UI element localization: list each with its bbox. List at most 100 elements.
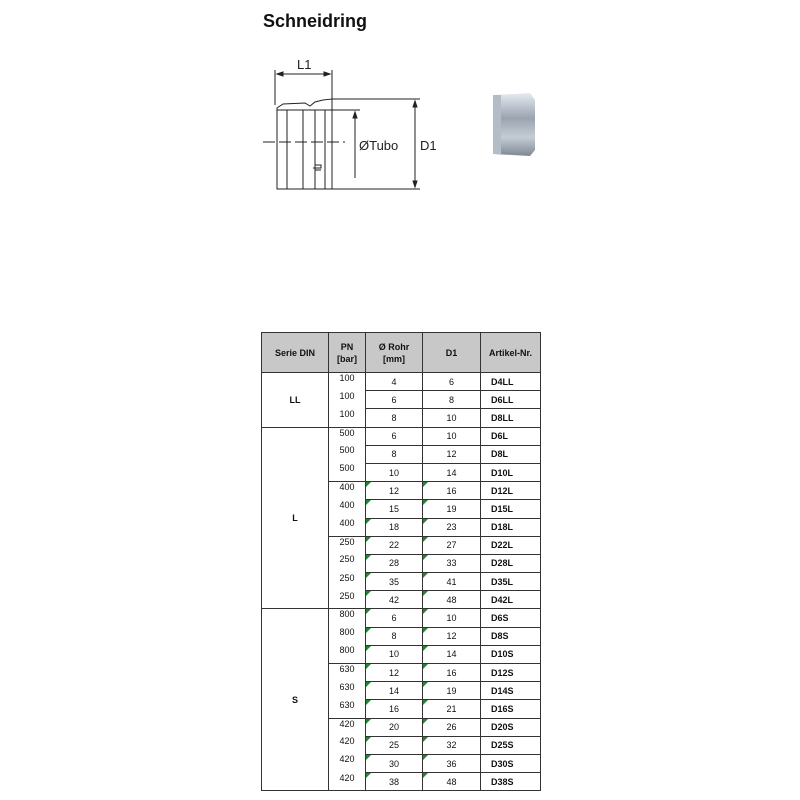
- d1-cell: 48: [422, 590, 481, 610]
- error-indicator-icon: [423, 718, 428, 724]
- table-row: 500 10 14 D10L: [262, 462, 541, 483]
- table-row: 500 8 12 D8L: [262, 444, 541, 464]
- error-indicator-icon: [423, 591, 428, 597]
- error-indicator-icon: [366, 573, 371, 579]
- artikel-cell: D6S: [480, 608, 541, 628]
- error-indicator-icon: [423, 645, 428, 651]
- error-indicator-icon: [366, 736, 371, 742]
- pn-cell: 250: [328, 554, 366, 573]
- pn-cell: 250: [328, 572, 366, 591]
- table-row: 100 6 8 D6LL: [262, 390, 541, 410]
- artikel-cell: D16S: [480, 699, 541, 719]
- pn-cell: 800: [328, 608, 366, 628]
- rohr-cell: 28: [365, 553, 423, 574]
- artikel-cell: D38S: [480, 772, 541, 792]
- table-row: 630 12 16 D12S: [262, 662, 541, 683]
- error-indicator-icon: [423, 754, 428, 760]
- d1-cell: 8: [422, 390, 481, 410]
- page-title: Schneidring: [263, 11, 368, 31]
- d1-cell: 14: [422, 462, 481, 483]
- tubo-label: ØTubo: [359, 138, 398, 153]
- error-indicator-icon: [366, 609, 371, 615]
- error-indicator-icon: [366, 500, 371, 506]
- artikel-cell: D14S: [480, 681, 541, 701]
- table-row: 420 30 36 D30S: [262, 753, 541, 774]
- artikel-cell: D6LL: [480, 390, 541, 410]
- rohr-cell: 35: [365, 572, 423, 592]
- rohr-cell: 10: [365, 462, 423, 483]
- table-row: 100 8 10 D8LL: [262, 408, 541, 428]
- artikel-cell: D42L: [480, 590, 541, 610]
- table-row: 420 20 26 D20S: [262, 717, 541, 737]
- artikel-cell: D8S: [480, 626, 541, 646]
- table-row: 400 18 23 D18L: [262, 517, 541, 537]
- cutting-ring-drawing: L1 ØTubo D1: [263, 57, 535, 190]
- pn-cell: 800: [328, 645, 366, 665]
- artikel-cell: D20S: [480, 717, 541, 737]
- d1-cell: 12: [422, 626, 481, 646]
- artikel-cell: D8L: [480, 444, 541, 464]
- error-indicator-icon: [366, 627, 371, 633]
- error-indicator-icon: [366, 718, 371, 724]
- error-indicator-icon: [423, 536, 428, 542]
- artikel-cell: D28L: [480, 553, 541, 574]
- artikel-cell: D25S: [480, 735, 541, 755]
- error-indicator-icon: [366, 700, 371, 706]
- error-indicator-icon: [423, 609, 428, 615]
- rohr-cell: 22: [365, 535, 423, 555]
- error-indicator-icon: [423, 682, 428, 688]
- error-indicator-icon: [423, 500, 428, 506]
- d1-cell: 16: [422, 662, 481, 683]
- product-table: Serie DIN PN [bar] Ø Rohr [mm] D1 Artikel-…: [261, 332, 541, 792]
- artikel-cell: D35L: [480, 572, 541, 592]
- d1-cell: 10: [422, 426, 481, 446]
- table-row: 250 22 27 D22L: [262, 535, 541, 555]
- artikel-cell: D10S: [480, 644, 541, 665]
- rohr-cell: 6: [365, 426, 423, 446]
- artikel-cell: D22L: [480, 535, 541, 555]
- d1-cell: 21: [422, 699, 481, 719]
- header-artikel: Artikel-Nr.: [480, 332, 541, 373]
- pn-cell: 100: [328, 390, 366, 409]
- error-indicator-icon: [366, 682, 371, 688]
- table-row: 400 12 16 D12L: [262, 481, 541, 501]
- error-indicator-icon: [366, 664, 371, 669]
- d1-cell: 33: [422, 553, 481, 574]
- d1-cell: 10: [422, 608, 481, 628]
- d1-cell: 16: [422, 481, 481, 501]
- error-indicator-icon: [366, 482, 371, 488]
- rohr-cell: 15: [365, 499, 423, 519]
- pn-cell: 100: [328, 408, 366, 428]
- d1-cell: 19: [422, 499, 481, 519]
- pn-cell: 420: [328, 772, 366, 792]
- rohr-cell: 6: [365, 390, 423, 410]
- rohr-cell: 12: [365, 481, 423, 501]
- table-row: 420 38 48 D38S: [262, 772, 541, 792]
- table-row: 420 25 32 D25S: [262, 735, 541, 755]
- rohr-cell: 4: [365, 371, 423, 392]
- pn-cell: 630: [328, 662, 366, 682]
- error-indicator-icon: [366, 518, 371, 524]
- cutting-ring-photo: [493, 93, 535, 156]
- d1-cell: 12: [422, 444, 481, 464]
- pn-cell: 630: [328, 681, 366, 700]
- d1-cell: 32: [422, 735, 481, 755]
- pn-cell: 420: [328, 754, 366, 773]
- pn-cell: 500: [328, 445, 366, 464]
- d1-cell: 41: [422, 572, 481, 592]
- serie-cell: L: [261, 427, 329, 610]
- error-indicator-icon: [423, 664, 428, 669]
- table-row: LL 100 4 6 D4LL: [261, 371, 541, 428]
- rohr-cell: 42: [365, 590, 423, 610]
- d1-label: D1: [420, 138, 437, 153]
- error-indicator-icon: [423, 573, 428, 579]
- d1-cell: 26: [422, 717, 481, 737]
- header-pn: PN [bar]: [328, 332, 366, 373]
- table-row: 800 8 12 D8S: [262, 626, 541, 646]
- rohr-cell: 10: [365, 644, 423, 665]
- header-serie: Serie DIN: [261, 332, 329, 373]
- pn-cell: 100: [328, 371, 366, 391]
- artikel-cell: D6L: [480, 426, 541, 446]
- d1-cell: 19: [422, 681, 481, 701]
- pn-cell: 250: [328, 590, 366, 610]
